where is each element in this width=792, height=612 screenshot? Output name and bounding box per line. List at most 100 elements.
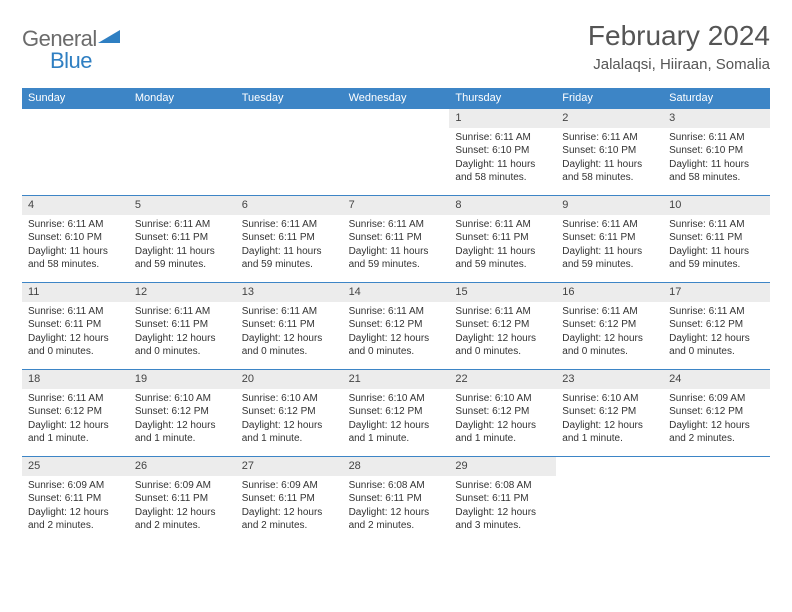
sunset-text: Sunset: 6:12 PM (562, 405, 657, 419)
day-cell: 4Sunrise: 6:11 AMSunset: 6:10 PMDaylight… (22, 196, 129, 282)
day-cell: 3Sunrise: 6:11 AMSunset: 6:10 PMDaylight… (663, 109, 770, 195)
day-number: 5 (129, 196, 236, 215)
sunset-text: Sunset: 6:11 PM (242, 492, 337, 506)
day-number: 13 (236, 283, 343, 302)
day-details: Sunrise: 6:09 AMSunset: 6:11 PMDaylight:… (236, 476, 343, 537)
day-cell: 16Sunrise: 6:11 AMSunset: 6:12 PMDayligh… (556, 283, 663, 369)
day-cell: 5Sunrise: 6:11 AMSunset: 6:11 PMDaylight… (129, 196, 236, 282)
daylight-text: Daylight: 12 hours and 0 minutes. (242, 332, 337, 359)
daylight-text: Daylight: 12 hours and 2 minutes. (242, 506, 337, 533)
daylight-text: Daylight: 12 hours and 0 minutes. (135, 332, 230, 359)
day-number (343, 109, 450, 128)
daylight-text: Daylight: 11 hours and 59 minutes. (669, 245, 764, 272)
day-number: 23 (556, 370, 663, 389)
sunrise-text: Sunrise: 6:11 AM (562, 218, 657, 232)
daylight-text: Daylight: 11 hours and 59 minutes. (135, 245, 230, 272)
day-details: Sunrise: 6:11 AMSunset: 6:12 PMDaylight:… (22, 389, 129, 450)
logo-triangle-icon (98, 30, 120, 49)
daylight-text: Daylight: 11 hours and 58 minutes. (669, 158, 764, 185)
sunset-text: Sunset: 6:11 PM (562, 231, 657, 245)
sunset-text: Sunset: 6:11 PM (242, 318, 337, 332)
day-details: Sunrise: 6:11 AMSunset: 6:10 PMDaylight:… (449, 128, 556, 189)
day-number: 25 (22, 457, 129, 476)
day-details: Sunrise: 6:11 AMSunset: 6:10 PMDaylight:… (663, 128, 770, 189)
sunrise-text: Sunrise: 6:11 AM (28, 218, 123, 232)
sunset-text: Sunset: 6:10 PM (562, 144, 657, 158)
daylight-text: Daylight: 12 hours and 0 minutes. (28, 332, 123, 359)
daylight-text: Daylight: 12 hours and 0 minutes. (455, 332, 550, 359)
day-number: 1 (449, 109, 556, 128)
day-cell: 1Sunrise: 6:11 AMSunset: 6:10 PMDaylight… (449, 109, 556, 195)
sunrise-text: Sunrise: 6:11 AM (669, 131, 764, 145)
day-cell: 17Sunrise: 6:11 AMSunset: 6:12 PMDayligh… (663, 283, 770, 369)
day-number: 27 (236, 457, 343, 476)
day-number: 9 (556, 196, 663, 215)
sunset-text: Sunset: 6:12 PM (135, 405, 230, 419)
day-cell: 25Sunrise: 6:09 AMSunset: 6:11 PMDayligh… (22, 457, 129, 543)
day-cell: 12Sunrise: 6:11 AMSunset: 6:11 PMDayligh… (129, 283, 236, 369)
day-cell (556, 457, 663, 543)
sunset-text: Sunset: 6:11 PM (455, 231, 550, 245)
sunrise-text: Sunrise: 6:09 AM (28, 479, 123, 493)
sunrise-text: Sunrise: 6:11 AM (455, 218, 550, 232)
sunrise-text: Sunrise: 6:11 AM (135, 305, 230, 319)
sunrise-text: Sunrise: 6:11 AM (455, 305, 550, 319)
day-details: Sunrise: 6:11 AMSunset: 6:12 PMDaylight:… (343, 302, 450, 363)
calendar: SundayMondayTuesdayWednesdayThursdayFrid… (22, 88, 770, 543)
day-cell: 24Sunrise: 6:09 AMSunset: 6:12 PMDayligh… (663, 370, 770, 456)
day-number (129, 109, 236, 128)
day-details: Sunrise: 6:10 AMSunset: 6:12 PMDaylight:… (449, 389, 556, 450)
sunset-text: Sunset: 6:12 PM (669, 405, 764, 419)
day-number: 3 (663, 109, 770, 128)
sunrise-text: Sunrise: 6:10 AM (562, 392, 657, 406)
week-row: 4Sunrise: 6:11 AMSunset: 6:10 PMDaylight… (22, 195, 770, 282)
sunrise-text: Sunrise: 6:11 AM (28, 392, 123, 406)
sunset-text: Sunset: 6:11 PM (28, 492, 123, 506)
weekday-header: Saturday (663, 88, 770, 108)
daylight-text: Daylight: 11 hours and 58 minutes. (28, 245, 123, 272)
day-cell: 23 Sunrise: 6:10 AMSunset: 6:12 PMDayligh… (556, 370, 663, 456)
weekday-header: Wednesday (343, 88, 450, 108)
daylight-text: Daylight: 12 hours and 2 minutes. (349, 506, 444, 533)
day-cell: 27Sunrise: 6:09 AMSunset: 6:11 PMDayligh… (236, 457, 343, 543)
sunrise-text: Sunrise: 6:10 AM (455, 392, 550, 406)
daylight-text: Daylight: 12 hours and 0 minutes. (349, 332, 444, 359)
day-cell: 10Sunrise: 6:11 AMSunset: 6:11 PMDayligh… (663, 196, 770, 282)
weekday-header: Friday (556, 88, 663, 108)
sunset-text: Sunset: 6:11 PM (349, 492, 444, 506)
sunrise-text: Sunrise: 6:09 AM (135, 479, 230, 493)
day-number: 28 (343, 457, 450, 476)
title-block: February 2024 Jalalaqsi, Hiiraan, Somali… (588, 20, 770, 73)
month-title: February 2024 (588, 20, 770, 52)
sunrise-text: Sunrise: 6:11 AM (242, 305, 337, 319)
sunrise-text: Sunrise: 6:11 AM (28, 305, 123, 319)
day-number (556, 457, 663, 476)
day-number: 19 (129, 370, 236, 389)
sunrise-text: Sunrise: 6:11 AM (562, 305, 657, 319)
daylight-text: Daylight: 12 hours and 3 minutes. (455, 506, 550, 533)
day-details: Sunrise: 6:11 AMSunset: 6:10 PMDaylight:… (556, 128, 663, 189)
day-details: Sunrise: 6:11 AMSunset: 6:11 PMDaylight:… (129, 302, 236, 363)
day-cell: 28Sunrise: 6:08 AMSunset: 6:11 PMDayligh… (343, 457, 450, 543)
day-details: Sunrise: 6:08 AMSunset: 6:11 PMDaylight:… (449, 476, 556, 537)
daylight-text: Daylight: 12 hours and 1 minute. (562, 419, 657, 446)
day-cell: 20Sunrise: 6:10 AMSunset: 6:12 PMDayligh… (236, 370, 343, 456)
day-cell: 19Sunrise: 6:10 AMSunset: 6:12 PMDayligh… (129, 370, 236, 456)
logo: GeneralBlue (22, 20, 120, 74)
day-details: Sunrise: 6:08 AMSunset: 6:11 PMDaylight:… (343, 476, 450, 537)
day-details: Sunrise: 6:09 AMSunset: 6:11 PMDaylight:… (129, 476, 236, 537)
day-cell: 26Sunrise: 6:09 AMSunset: 6:11 PMDayligh… (129, 457, 236, 543)
day-number: 26 (129, 457, 236, 476)
day-details: Sunrise: 6:11 AMSunset: 6:11 PMDaylight:… (343, 215, 450, 276)
daylight-text: Daylight: 12 hours and 1 minute. (135, 419, 230, 446)
logo-text-blue: Blue (22, 48, 92, 74)
daylight-text: Daylight: 12 hours and 1 minute. (242, 419, 337, 446)
day-number (663, 457, 770, 476)
daylight-text: Daylight: 12 hours and 1 minute. (349, 419, 444, 446)
day-details: Sunrise: 6:10 AMSunset: 6:12 PMDaylight:… (343, 389, 450, 450)
sunrise-text: Sunrise: 6:09 AM (242, 479, 337, 493)
daylight-text: Daylight: 11 hours and 58 minutes. (455, 158, 550, 185)
day-details: Sunrise: 6:09 AMSunset: 6:11 PMDaylight:… (22, 476, 129, 537)
sunset-text: Sunset: 6:12 PM (349, 405, 444, 419)
week-row: 25Sunrise: 6:09 AMSunset: 6:11 PMDayligh… (22, 456, 770, 543)
